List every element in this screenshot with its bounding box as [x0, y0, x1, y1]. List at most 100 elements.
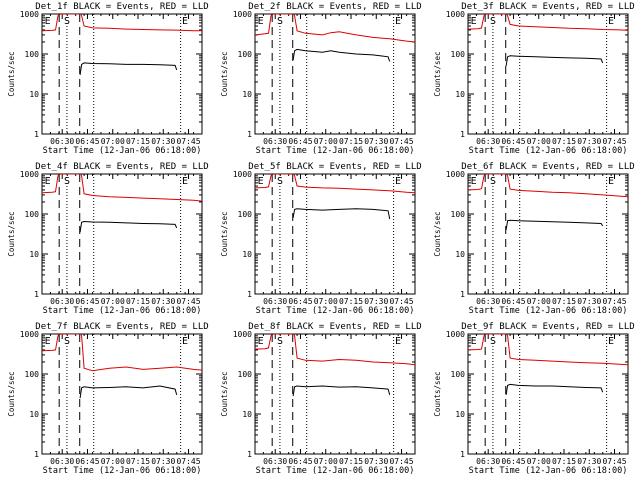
x-tick-label: 06:45: [501, 457, 525, 466]
y-tick-label: 10: [29, 250, 39, 259]
y-axis-label: Counts/sec: [7, 371, 16, 416]
y-tick-label: 10: [29, 90, 39, 99]
y-tick-label: 1: [460, 290, 465, 299]
x-axis-label: Start Time (12-Jan-06 06:18:00): [43, 146, 202, 156]
y-tick-label: 1: [34, 450, 39, 459]
y-axis-label: Counts/sec: [220, 211, 229, 256]
detector-panel-2: Det_2f BLACK = Events, RED = LLD 1 10 100 10…: [213, 0, 426, 160]
detector-chart-1: Det_1f BLACK = Events, RED = LLD 1 10 100 10…: [7, 2, 209, 156]
detector-panel-5: Det_5f BLACK = Events, RED = LLD 1 10 100 10…: [213, 160, 426, 320]
phase-marker-label: E: [395, 176, 401, 187]
x-axis-label: Start Time (12-Jan-06 06:18:00): [256, 466, 415, 476]
y-axis-label: Counts/sec: [7, 51, 16, 96]
x-tick-label: 06:30: [476, 457, 500, 466]
y-tick-label: 100: [451, 370, 466, 379]
phase-marker-label: E: [45, 176, 51, 187]
chart-title: Det_5f BLACK = Events, RED = LLD: [248, 162, 421, 172]
x-tick-label: 06:30: [50, 297, 74, 306]
x-tick-label: 07:30: [151, 297, 175, 306]
phase-marker-label: S: [64, 336, 70, 347]
series-line-events: [79, 62, 178, 75]
x-tick-label: 07:45: [602, 457, 626, 466]
series-line-lld: [468, 334, 628, 366]
y-tick-label: 100: [451, 210, 466, 219]
plot-frame: [467, 173, 629, 295]
chart-title: Det_2f BLACK = Events, RED = LLD: [248, 2, 421, 12]
x-tick-label: 07:30: [364, 137, 388, 146]
phase-marker-label: E: [395, 336, 401, 347]
phase-marker-label: S: [277, 16, 283, 27]
series-line-events: [292, 208, 391, 220]
phase-marker-label: E: [395, 16, 401, 27]
plot-frame: [41, 173, 203, 295]
series-line-lld: [42, 334, 202, 372]
chart-title: Det_8f BLACK = Events, RED = LLD: [248, 322, 421, 332]
y-tick-label: 1000: [20, 330, 39, 339]
x-tick-label: 07:15: [126, 137, 150, 146]
phase-marker-label: E: [258, 16, 264, 27]
y-tick-label: 1: [460, 130, 465, 139]
x-tick-label: 06:45: [288, 137, 312, 146]
phase-marker-label: E: [45, 336, 51, 347]
y-tick-label: 1: [247, 130, 252, 139]
x-tick-label: 06:30: [50, 137, 74, 146]
x-tick-label: 06:45: [75, 297, 99, 306]
phase-marker-label: E: [608, 336, 614, 347]
y-tick-label: 100: [238, 50, 253, 59]
series-line-lld: [42, 14, 202, 32]
detector-chart-4: Det_4f BLACK = Events, RED = LLD 1 10 100 10…: [7, 162, 209, 316]
series-line-lld: [255, 14, 415, 43]
phase-marker-label: E: [258, 336, 264, 347]
y-axis-label: Counts/sec: [433, 51, 442, 96]
chart-title: Det_7f BLACK = Events, RED = LLD: [35, 322, 208, 332]
y-tick-label: 10: [242, 250, 252, 259]
x-tick-label: 07:15: [126, 457, 150, 466]
x-tick-label: 07:00: [101, 297, 125, 306]
y-tick-label: 1: [247, 290, 252, 299]
x-tick-label: 07:30: [364, 297, 388, 306]
detector-chart-7: Det_7f BLACK = Events, RED = LLD 1 10 100 10…: [7, 322, 209, 476]
x-tick-label: 07:30: [577, 137, 601, 146]
series-line-events: [292, 48, 391, 62]
y-axis-label: Counts/sec: [220, 51, 229, 96]
x-tick-label: 06:45: [75, 457, 99, 466]
series-line-events: [79, 220, 178, 233]
x-tick-label: 07:45: [602, 297, 626, 306]
y-tick-label: 10: [455, 90, 465, 99]
x-axis-label: Start Time (12-Jan-06 06:18:00): [469, 466, 628, 476]
plot-frame: [41, 333, 203, 455]
y-tick-label: 100: [25, 50, 40, 59]
x-axis-label: Start Time (12-Jan-06 06:18:00): [469, 146, 628, 156]
detector-panel-8: Det_8f BLACK = Events, RED = LLD 1 10 100 10…: [213, 320, 426, 480]
x-tick-label: 07:15: [552, 137, 576, 146]
detector-panel-7: Det_7f BLACK = Events, RED = LLD 1 10 100 10…: [0, 320, 213, 480]
x-axis-label: Start Time (12-Jan-06 06:18:00): [43, 466, 202, 476]
y-axis-label: Counts/sec: [433, 211, 442, 256]
chart-title: Det_1f BLACK = Events, RED = LLD: [35, 2, 208, 12]
y-tick-label: 100: [451, 50, 466, 59]
detector-chart-2: Det_2f BLACK = Events, RED = LLD 1 10 100 10…: [220, 2, 422, 156]
x-tick-label: 07:30: [577, 457, 601, 466]
x-tick-label: 07:45: [176, 137, 200, 146]
x-tick-label: 06:45: [501, 297, 525, 306]
x-tick-label: 07:30: [151, 457, 175, 466]
phase-marker-label: E: [182, 16, 188, 27]
detector-panel-3: Det_3f BLACK = Events, RED = LLD 1 10 100 10…: [426, 0, 639, 160]
x-tick-label: 07:00: [101, 457, 125, 466]
series-line-events: [292, 385, 391, 397]
x-tick-label: 06:30: [263, 137, 287, 146]
x-tick-label: 06:45: [288, 457, 312, 466]
detector-chart-5: Det_5f BLACK = Events, RED = LLD 1 10 100 10…: [220, 162, 422, 316]
plot-frame: [254, 333, 416, 455]
y-tick-label: 100: [238, 370, 253, 379]
y-tick-label: 1000: [20, 10, 39, 19]
x-tick-label: 06:30: [476, 137, 500, 146]
y-tick-label: 1000: [446, 10, 465, 19]
detector-panel-6: Det_6f BLACK = Events, RED = LLD 1 10 100 10…: [426, 160, 639, 320]
x-tick-label: 07:00: [527, 297, 551, 306]
y-axis-label: Counts/sec: [433, 371, 442, 416]
x-tick-label: 06:45: [75, 137, 99, 146]
detector-chart-3: Det_3f BLACK = Events, RED = LLD 1 10 100 10…: [433, 2, 635, 156]
y-axis-label: Counts/sec: [7, 211, 16, 256]
phase-marker-label: S: [64, 16, 70, 27]
